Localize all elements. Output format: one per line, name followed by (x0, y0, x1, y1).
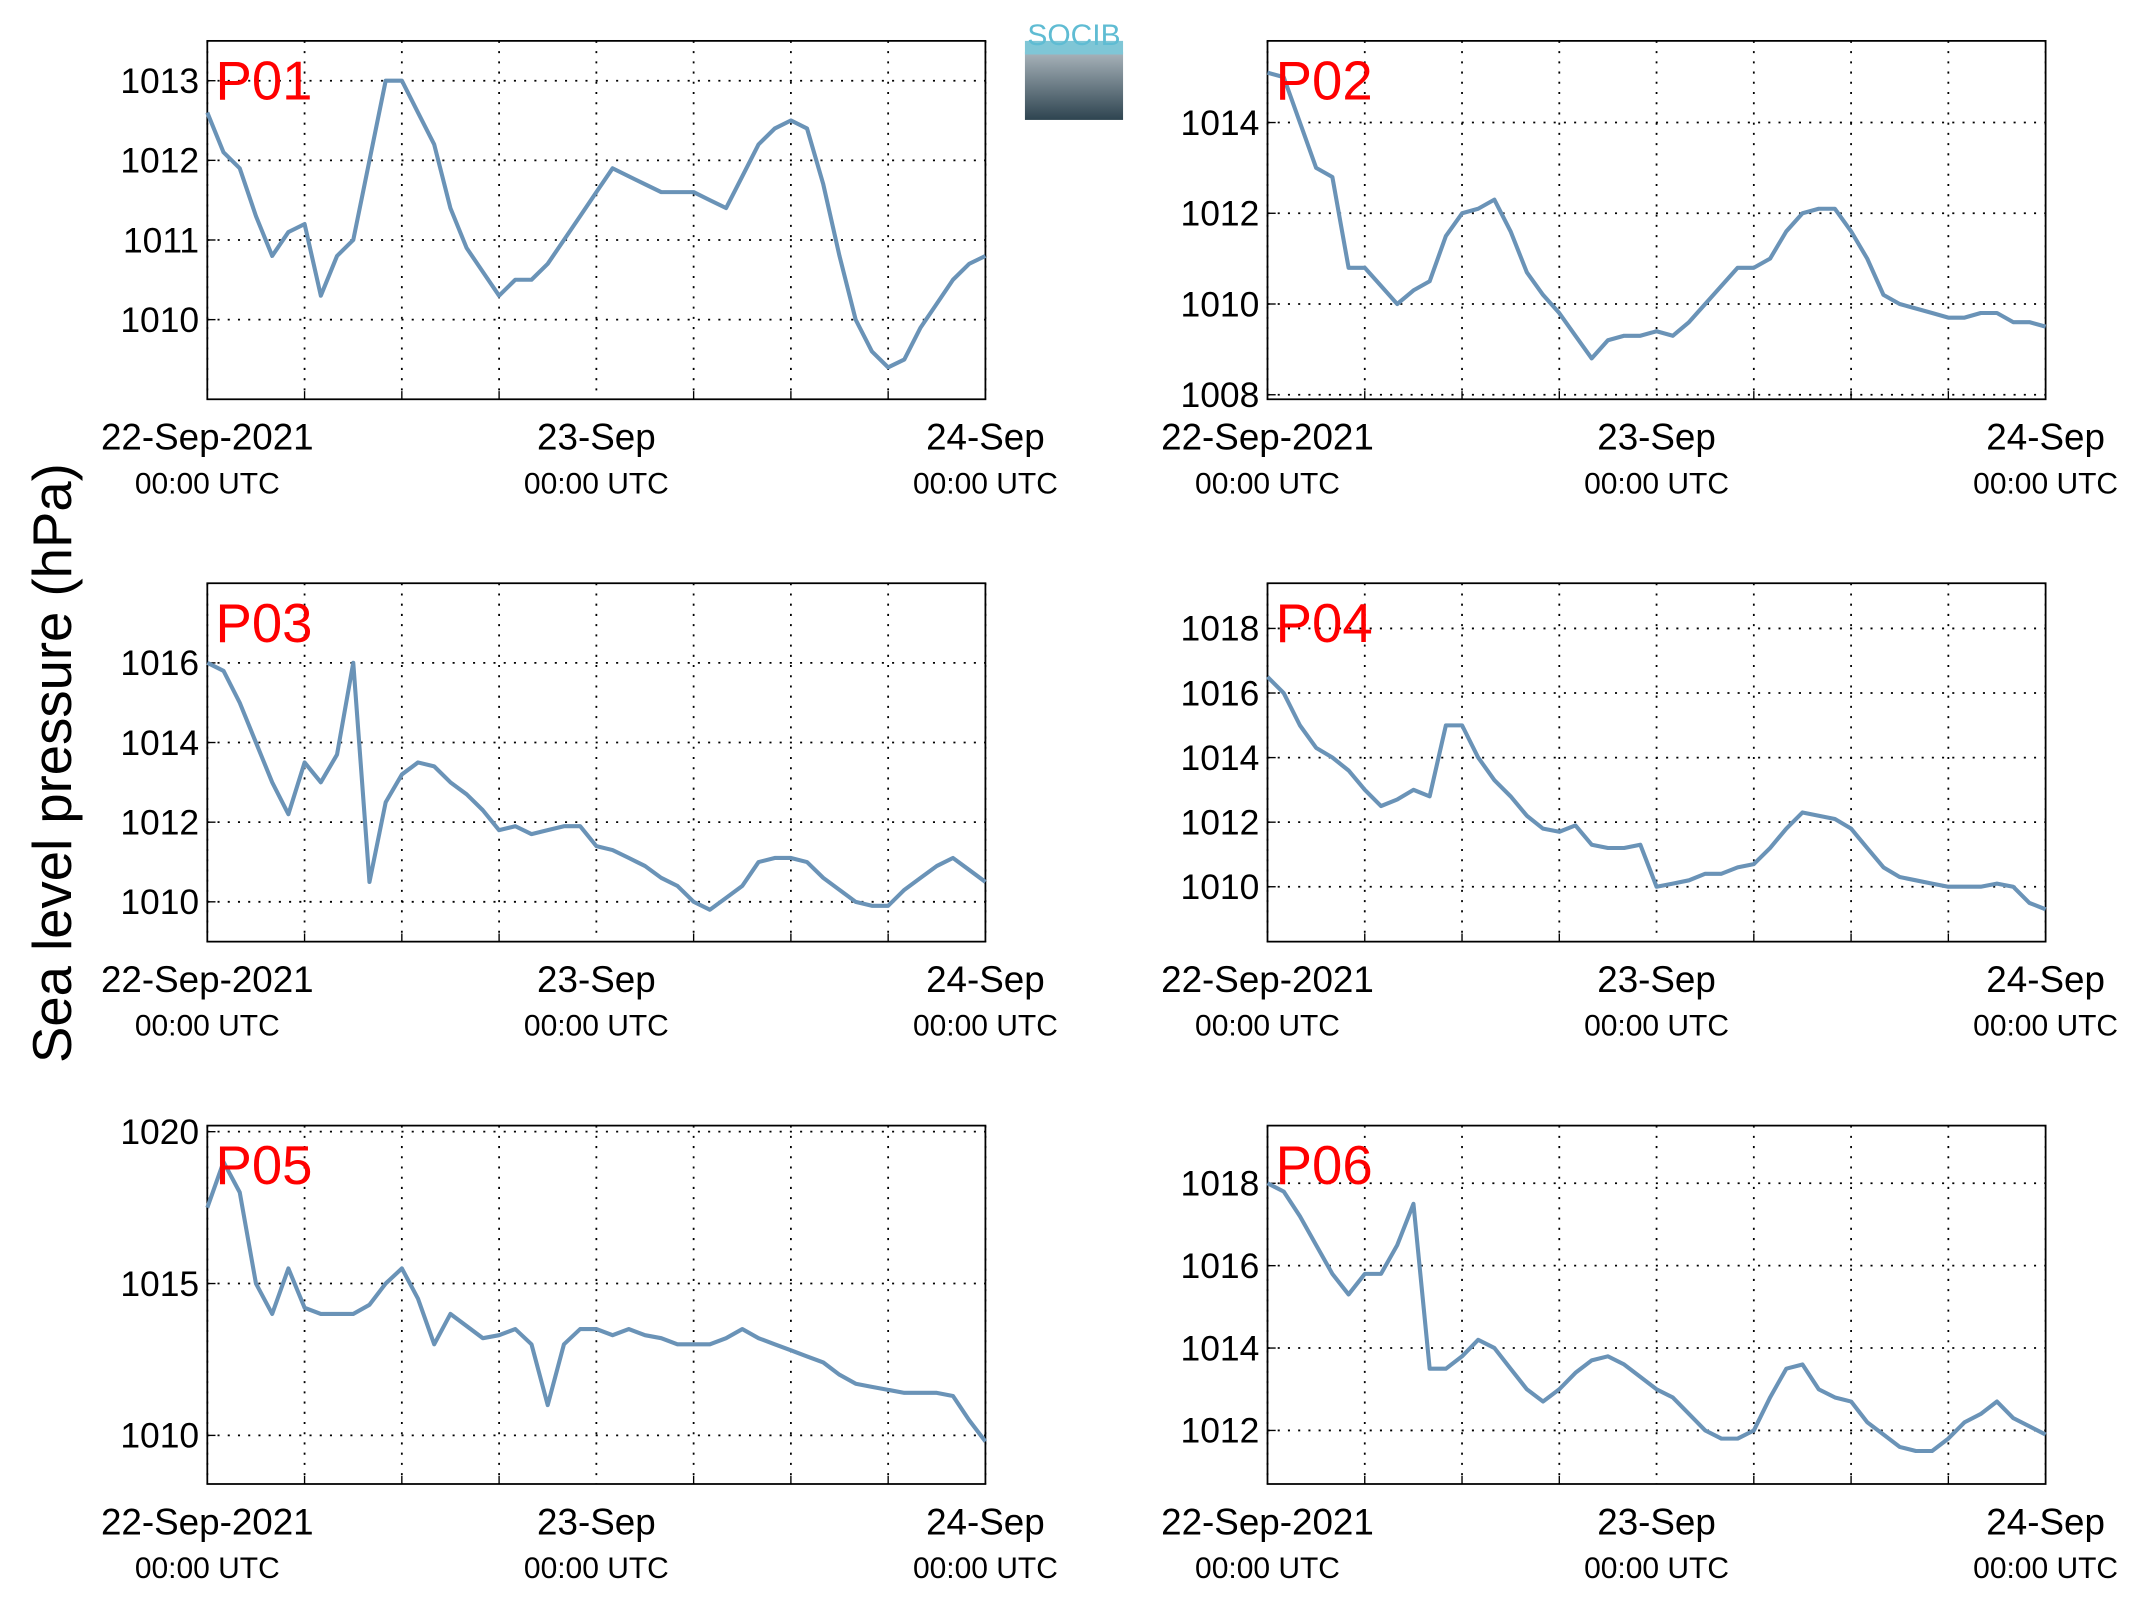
x-tick-label: 24-Sep (926, 959, 1045, 1000)
y-tick-label: 1016 (1181, 1246, 1260, 1286)
pressure-line (206, 660, 987, 912)
x-tick-label: 22-Sep-2021 (101, 1501, 314, 1542)
plot-frame (1266, 582, 2047, 943)
x-tick-label: 22-Sep-2021 (101, 417, 314, 458)
x-tick-sublabel: 00:00 UTC (135, 1010, 280, 1043)
logo-box (1024, 51, 1124, 120)
pressure-line (1266, 1181, 2047, 1454)
y-tick-label: 1015 (120, 1264, 199, 1304)
x-tick-label: 23-Sep (537, 1501, 656, 1542)
pressure-line (205, 1159, 988, 1443)
panel-title: P01 (215, 50, 312, 111)
y-tick-label: 1010 (1181, 867, 1260, 907)
y-tick-label: 1010 (120, 1416, 199, 1456)
y-tick-label: 1014 (1181, 738, 1260, 778)
plot-frame (206, 1124, 987, 1485)
x-tick-sublabel: 00:00 UTC (135, 1552, 280, 1585)
x-tick-sublabel: 00:00 UTC (1973, 1010, 2118, 1043)
y-tick-label: 1012 (1181, 802, 1260, 842)
y-tick-label: 1010 (1181, 284, 1260, 324)
x-tick-label: 24-Sep (1986, 1501, 2105, 1542)
x-tick-sublabel: 00:00 UTC (524, 1010, 669, 1043)
x-tick-label: 23-Sep (1597, 959, 1716, 1000)
x-tick-sublabel: 00:00 UTC (913, 467, 1058, 500)
y-tick-label: 1010 (120, 300, 199, 340)
y-axis-label: Sea level pressure (hPa) (22, 463, 83, 1063)
x-tick-sublabel: 00:00 UTC (913, 1552, 1058, 1585)
x-tick-sublabel: 00:00 UTC (1195, 1552, 1340, 1585)
x-tick-sublabel: 00:00 UTC (1584, 467, 1729, 500)
y-tick-label: 1018 (1181, 609, 1260, 649)
logo-wave (1024, 40, 1124, 55)
panel-title: P06 (1276, 1135, 1373, 1196)
x-tick-label: 23-Sep (537, 959, 656, 1000)
x-tick-label: 24-Sep (926, 417, 1045, 458)
plot-frame (206, 39, 987, 401)
y-tick-label: 1013 (120, 61, 199, 101)
x-tick-sublabel: 00:00 UTC (1195, 1010, 1340, 1043)
y-tick-label: 1014 (120, 723, 199, 763)
x-tick-label: 22-Sep-2021 (1161, 1501, 1374, 1542)
x-tick-label: 23-Sep (1597, 417, 1716, 458)
x-tick-label: 24-Sep (1986, 959, 2105, 1000)
plot-frame (1266, 39, 2047, 401)
y-tick-label: 1011 (123, 220, 199, 260)
x-tick-sublabel: 00:00 UTC (135, 467, 280, 500)
x-tick-label: 22-Sep-2021 (1161, 417, 1374, 458)
y-tick-label: 1008 (1181, 375, 1260, 415)
x-tick-sublabel: 00:00 UTC (1195, 467, 1340, 500)
plot-frame (206, 582, 987, 943)
y-tick-label: 1012 (120, 141, 199, 181)
x-tick-sublabel: 00:00 UTC (524, 467, 669, 500)
y-tick-label: 1012 (1181, 1411, 1260, 1451)
x-tick-label: 24-Sep (926, 1501, 1045, 1542)
panel-title: P02 (1276, 50, 1373, 111)
logo-text: SOCIB (1027, 19, 1120, 52)
panel-title: P03 (215, 593, 312, 654)
x-tick-sublabel: 00:00 UTC (524, 1552, 669, 1585)
pressure-line (1266, 675, 2047, 912)
y-tick-label: 1014 (1181, 103, 1260, 143)
plot-frame (1266, 1124, 2047, 1485)
x-tick-label: 22-Sep-2021 (101, 959, 314, 1000)
x-tick-label: 22-Sep-2021 (1161, 959, 1374, 1000)
y-tick-label: 1012 (120, 802, 199, 842)
x-tick-sublabel: 00:00 UTC (1973, 1552, 2118, 1585)
pressure-line (1266, 70, 2047, 361)
x-tick-sublabel: 00:00 UTC (1584, 1552, 1729, 1585)
panel-title: P04 (1276, 593, 1373, 654)
x-tick-sublabel: 00:00 UTC (1973, 467, 2118, 500)
y-tick-label: 1010 (120, 882, 199, 922)
pressure-line (205, 78, 987, 370)
x-tick-sublabel: 00:00 UTC (1584, 1010, 1729, 1043)
y-tick-label: 1018 (1181, 1164, 1260, 1204)
x-tick-label: 24-Sep (1986, 417, 2105, 458)
y-tick-label: 1012 (1181, 194, 1260, 234)
y-tick-label: 1016 (120, 643, 199, 683)
y-tick-label: 1016 (1181, 673, 1260, 713)
y-tick-label: 1014 (1181, 1328, 1260, 1368)
y-tick-label: 1020 (120, 1112, 199, 1152)
x-tick-sublabel: 00:00 UTC (913, 1010, 1058, 1043)
panel-title: P05 (215, 1135, 312, 1196)
x-tick-label: 23-Sep (1597, 1501, 1716, 1542)
x-tick-label: 23-Sep (537, 417, 656, 458)
